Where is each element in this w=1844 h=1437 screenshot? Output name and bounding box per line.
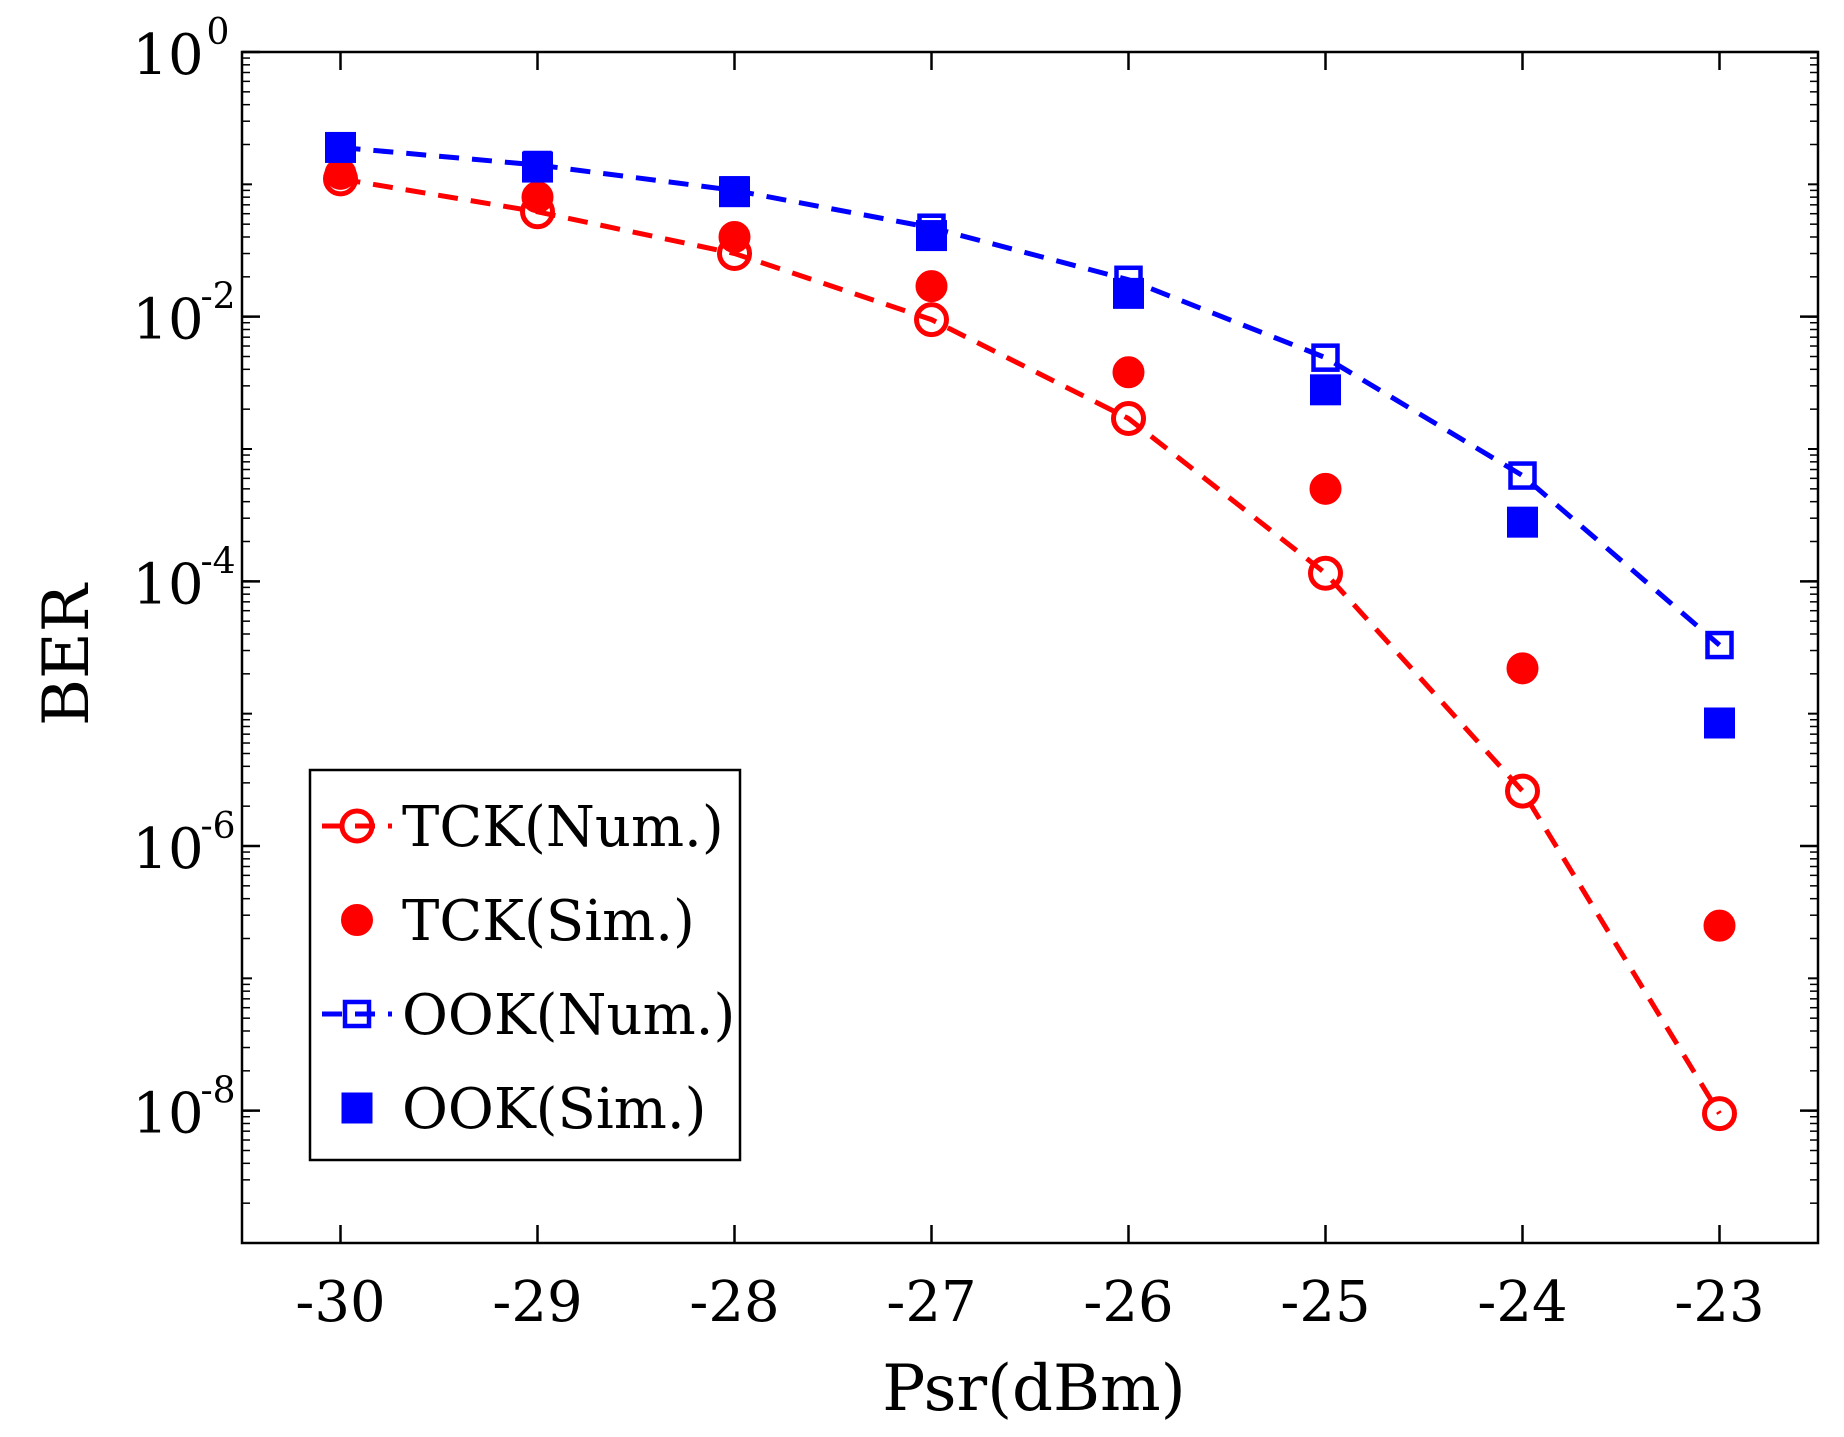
data-point [1309, 472, 1342, 505]
data-point [916, 220, 947, 252]
data-point [1505, 773, 1540, 809]
y-tick-exponent: -8 [200, 1071, 235, 1112]
data-point [1311, 343, 1340, 372]
series-TCK(Sim.) [324, 157, 1736, 942]
legend-item: OOK(Sim.) [341, 1077, 707, 1142]
x-tick-label: -27 [886, 1270, 976, 1335]
y-tick-exponent: -6 [200, 806, 235, 847]
data-point [1506, 652, 1539, 685]
data-point [1702, 1096, 1737, 1132]
data-point [1113, 277, 1144, 309]
x-axis-label: Psr(dBm) [882, 1352, 1185, 1426]
series-layer [323, 131, 1737, 1132]
data-point [719, 176, 750, 208]
y-tick-exponent: 0 [207, 12, 230, 53]
data-point [522, 151, 553, 183]
data-point [1507, 506, 1538, 538]
data-point [324, 157, 357, 190]
legend-marker [341, 904, 373, 936]
legend-label: OOK(Num.) [402, 983, 735, 1048]
data-point [1508, 461, 1537, 490]
legend: TCK(Num.) TCK(Sim.) OOK(Num.) OOK(Sim.) [308, 768, 742, 1162]
legend-item: OOK(Num.) [322, 983, 735, 1048]
data-point [915, 270, 948, 303]
data-point [718, 220, 751, 253]
x-tick-label: -29 [492, 1270, 582, 1335]
legend-marker [342, 999, 372, 1029]
series-OOK(Sim.) [325, 131, 1735, 739]
y-tick-label: 10 [132, 552, 203, 617]
y-tick-label: 10 [132, 288, 203, 353]
legend-item: TCK(Sim.) [341, 889, 695, 954]
series-TCK(Num.) [323, 161, 1737, 1132]
x-tick-label: -23 [1674, 1270, 1764, 1335]
x-axis-ticks: -30 -29 -28 -27 -26 -25 -24 -23 [295, 52, 1765, 1335]
legend-marker [341, 1092, 373, 1124]
y-tick-exponent: -4 [200, 541, 235, 582]
x-tick-label: -25 [1280, 1270, 1370, 1335]
legend-box [308, 768, 742, 1162]
legend-label: TCK(Sim.) [402, 889, 695, 954]
data-point [521, 181, 554, 214]
data-point [1704, 707, 1735, 739]
legend-marker [339, 808, 375, 844]
x-tick-label: -28 [689, 1270, 779, 1335]
data-point [914, 302, 949, 338]
data-point [325, 131, 356, 163]
data-point [1308, 555, 1343, 591]
series-line [340, 144, 1722, 647]
y-tick-exponent: -2 [200, 277, 235, 318]
series-line [340, 176, 1722, 1115]
legend-label: OOK(Sim.) [402, 1077, 707, 1142]
y-axis-label: BER [30, 582, 104, 726]
plot-frame [240, 50, 1820, 1245]
x-tick-label: -24 [1477, 1270, 1567, 1335]
x-tick-label: -26 [1083, 1270, 1173, 1335]
y-tick-label: 10 [132, 817, 203, 882]
y-tick-label: 10 [132, 1082, 203, 1147]
legend-item: TCK(Num.) [322, 795, 724, 860]
x-tick-label: -30 [295, 1270, 385, 1335]
y-tick-label: 10 [132, 23, 203, 88]
legend-label: TCK(Num.) [402, 795, 724, 860]
data-point [1703, 909, 1736, 942]
data-point [1310, 374, 1341, 406]
data-point [1112, 356, 1145, 389]
data-point [1705, 630, 1734, 660]
data-point [1111, 401, 1146, 437]
y-axis-ticks: 10 010-210-410-610-8 [132, 12, 1818, 1147]
